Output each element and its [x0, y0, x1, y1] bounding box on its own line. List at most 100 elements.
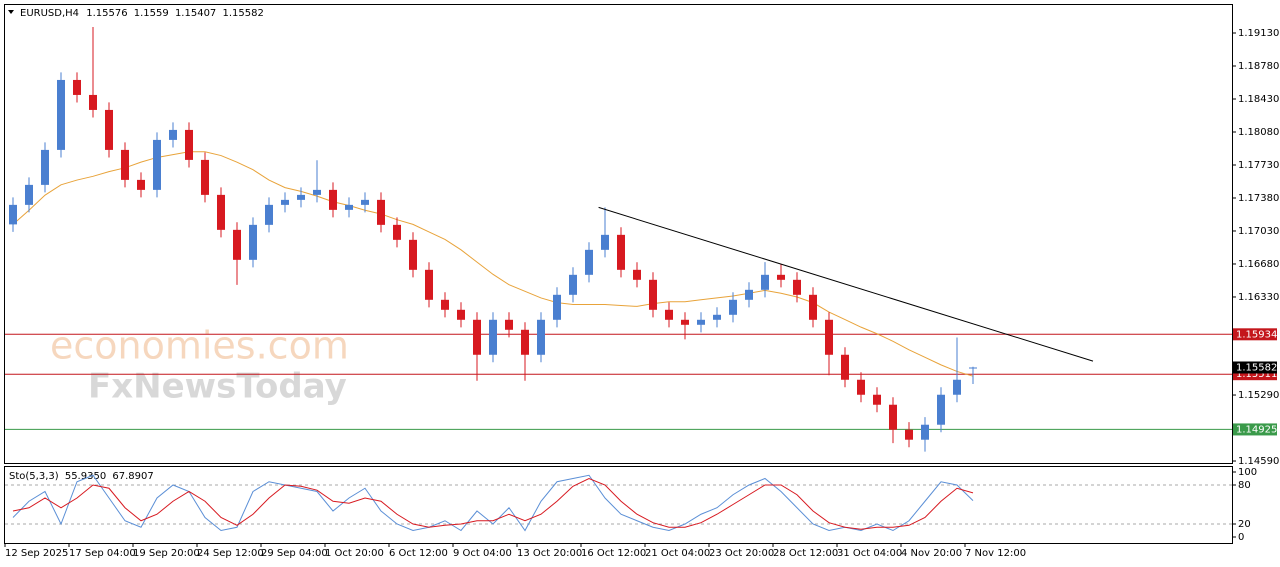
x-tick-label: 19 Sep 20:00: [133, 548, 200, 559]
osc-tick-label: 80: [1238, 480, 1251, 491]
oscillator-name: Sto(5,3,3): [9, 471, 59, 482]
y-tick-label: 1.15290: [1238, 390, 1279, 401]
candle-body: [729, 299, 737, 315]
level-label-box: [1233, 328, 1277, 341]
candle-body: [233, 229, 241, 260]
candle-body: [569, 274, 577, 295]
oscillator-header: Sto(5,3,3) 55.9350 67.8907: [9, 471, 154, 482]
y-tick-label: 1.14590: [1238, 456, 1279, 467]
close-value: 1.15582: [222, 8, 263, 19]
x-tick-label: 28 Oct 12:00: [773, 548, 838, 559]
menu-arrow: [8, 10, 14, 14]
level-label: 1.14925: [1236, 424, 1277, 435]
y-tick-label: 1.18780: [1238, 61, 1279, 72]
y-tick-label: 1.18080: [1238, 127, 1279, 138]
candle-body: [601, 234, 609, 250]
candle-body: [9, 204, 17, 225]
candle-body: [329, 189, 337, 210]
candle-body: [825, 319, 833, 355]
candle-body: [121, 149, 129, 180]
candle-body: [697, 319, 705, 325]
candle-body: [809, 294, 817, 320]
candle-body: [857, 379, 865, 395]
trendline: [598, 206, 1094, 362]
high-value: 1.1559: [134, 8, 169, 19]
x-tick-label: 9 Oct 04:00: [453, 548, 512, 559]
candle-body: [57, 79, 65, 150]
candle-body: [521, 329, 529, 355]
candle-body: [761, 274, 769, 290]
candle-body: [153, 139, 161, 190]
candle-body: [137, 179, 145, 190]
x-tick-label: 13 Oct 20:00: [517, 548, 582, 559]
x-tick-label: 12 Sep 2025: [5, 548, 68, 559]
candle-body: [393, 224, 401, 240]
candle-body: [169, 129, 177, 140]
chart-header: EURUSD,H4 1.15576 1.1559 1.15407 1.15582: [20, 8, 264, 19]
candle-body: [297, 194, 305, 200]
x-tick-label: 7 Nov 12:00: [965, 548, 1026, 559]
candle-body: [473, 319, 481, 355]
osc-main: [12, 474, 974, 532]
y-tick-label: 1.17380: [1238, 193, 1279, 204]
level-label: 1.15934: [1236, 329, 1277, 340]
y-tick-label: 1.17730: [1238, 160, 1279, 171]
candle-body: [185, 129, 193, 160]
candle-body: [841, 354, 849, 380]
osc-tick-label: 100: [1238, 467, 1257, 478]
price-label-box: [1233, 361, 1277, 374]
candle-body: [217, 194, 225, 230]
level-label-box: [1233, 423, 1277, 436]
candle-body: [649, 279, 657, 310]
candle-body: [377, 199, 385, 225]
candle-body: [89, 94, 97, 110]
open-value: 1.15576: [86, 8, 127, 19]
candle-body: [105, 109, 113, 150]
candle-body: [73, 79, 81, 95]
candle-body: [553, 294, 561, 320]
candle-body: [681, 319, 689, 325]
y-tick-label: 1.16330: [1238, 292, 1279, 303]
candle-body: [249, 224, 257, 260]
candle-body: [953, 379, 961, 395]
y-tick-label: 1.16680: [1238, 259, 1279, 270]
osc-tick-label: 20: [1238, 519, 1251, 530]
x-tick-label: 17 Sep 04:00: [69, 548, 136, 559]
candle-body: [25, 184, 33, 205]
signal-value: 67.8907: [112, 471, 153, 482]
low-value: 1.15407: [175, 8, 216, 19]
candle-body: [969, 367, 977, 369]
x-tick-label: 16 Oct 12:00: [581, 548, 646, 559]
candle-body: [905, 429, 913, 440]
x-tick-label: 23 Oct 20:00: [709, 548, 774, 559]
watermark: economies.com: [50, 324, 349, 368]
candle-body: [281, 199, 289, 205]
x-tick-label: 29 Sep 04:00: [261, 548, 328, 559]
candle-body: [585, 249, 593, 275]
oscillator-panel: [4, 466, 1233, 544]
candle-body: [345, 204, 353, 210]
price-label: 1.15582: [1236, 362, 1277, 373]
candle-body: [889, 404, 897, 430]
candle-body: [313, 189, 321, 195]
osc-tick-label: 0: [1238, 532, 1244, 543]
candle-body: [41, 149, 49, 185]
candle-body: [425, 269, 433, 300]
candle-body: [777, 274, 785, 280]
candle-body: [713, 314, 721, 320]
level-label: 1.15511: [1236, 369, 1277, 380]
symbol: EURUSD,H4: [20, 8, 79, 19]
x-tick-label: 24 Sep 12:00: [197, 548, 264, 559]
candle-body: [745, 289, 753, 300]
candle-body: [793, 279, 801, 295]
candle-body: [361, 199, 369, 205]
y-tick-label: 1.17030: [1238, 226, 1279, 237]
candle-body: [873, 394, 881, 405]
osc-signal: [12, 477, 974, 530]
candle-body: [937, 394, 945, 425]
candle-body: [201, 159, 209, 195]
x-tick-label: 6 Oct 12:00: [389, 548, 448, 559]
candle-body: [441, 299, 449, 310]
